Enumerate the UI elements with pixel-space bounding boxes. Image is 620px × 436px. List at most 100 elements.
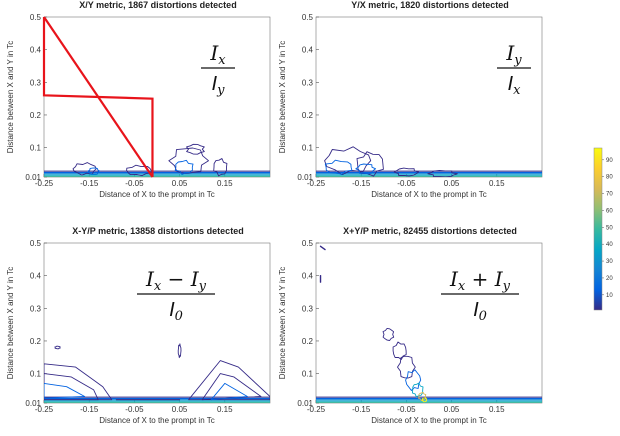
numerator-subscript: x: [218, 53, 226, 68]
x-tick-label: 0.05: [172, 405, 188, 414]
x-tick-label: -0.05: [125, 405, 144, 414]
y-tick-label: 0.01: [297, 173, 313, 182]
y-tick-label: 0.2: [30, 337, 42, 346]
contour-line: [382, 327, 395, 341]
formula-denominator: I0: [473, 299, 487, 324]
x-tick-label: -0.05: [397, 179, 416, 188]
numerator-base-2: I: [494, 267, 504, 291]
x-tick-label: -0.15: [352, 179, 371, 188]
denominator-subscript: x: [513, 83, 521, 98]
formula-denominator: I0: [169, 299, 183, 324]
x-tick-label: -0.25: [35, 179, 54, 188]
colorbar-tick-label: 10: [606, 293, 613, 299]
contour-line: [411, 382, 424, 398]
contour-line: [397, 355, 416, 379]
y-tick-label: 0.3: [302, 304, 314, 313]
colorbar: 90 80 70 60 50 40 30 20 10: [593, 147, 613, 311]
denominator-base: I: [508, 73, 514, 95]
x-tick-label: -0.05: [397, 405, 416, 414]
formula-denominator: Ix: [508, 73, 522, 98]
contour-layer: [44, 343, 270, 403]
denominator-subscript: 0: [175, 309, 183, 324]
numerator-base: I: [209, 41, 219, 65]
x-axis-label: Distance of X to the prompt in Tc: [371, 416, 486, 425]
numerator-subscript: x: [458, 279, 466, 294]
numerator-base-2: I: [190, 267, 200, 291]
y-tick-label: 0.5: [30, 13, 42, 22]
y-tick-label: 0.5: [30, 239, 42, 248]
contour-line: [54, 345, 61, 350]
y-tick-label: 0.01: [25, 399, 41, 408]
contour-line: [87, 167, 101, 175]
contour-line: [44, 363, 113, 401]
formula-denominator: Iy: [212, 73, 226, 98]
plot-area: [315, 16, 543, 178]
colorbar-tick-label: 90: [606, 158, 613, 164]
x-tick-label: -0.15: [352, 405, 371, 414]
colorbar-tick-label: 30: [606, 259, 613, 265]
numerator-subscript: x: [154, 279, 162, 294]
numerator-subscript-2: y: [502, 279, 511, 294]
y-tick-label: 0.1: [302, 144, 314, 153]
contour-line: [44, 382, 86, 399]
numerator-operator: +: [465, 267, 494, 291]
denominator-base: I: [473, 299, 479, 321]
contour-line: [201, 373, 262, 401]
contour-line: [421, 397, 428, 403]
contour-line: [177, 343, 182, 359]
contour-line: [174, 159, 194, 175]
x-tick-label: -0.25: [35, 405, 54, 414]
x-axis-label: Distance of X to the prompt in Tc: [371, 190, 486, 199]
y-tick-label: 0.01: [25, 173, 41, 182]
formula-numerator: Ix: [209, 41, 226, 68]
colorbar-tick-label: 70: [606, 192, 613, 198]
y-tick-label: 0.1: [30, 144, 42, 153]
numerator-base: I: [145, 267, 155, 291]
x-tick-label: 0.05: [444, 179, 460, 188]
x-axis-label: Distance of X to the prompt in Tc: [99, 416, 214, 425]
denominator-base: I: [169, 299, 175, 321]
y-tick-label: 0.5: [302, 239, 314, 248]
y-tick-label: 0.2: [302, 111, 314, 120]
contour-line: [44, 373, 99, 401]
y-tick-label: 0.4: [30, 46, 42, 55]
contour-line: [168, 147, 209, 174]
contour-line: [418, 391, 427, 402]
numerator-base: I: [449, 267, 459, 291]
red-region-diagonal: [43, 16, 154, 178]
y-tick-label: 0.2: [30, 111, 42, 120]
contour-layer: [316, 146, 542, 177]
x-axis-label: Distance of X to the prompt in Tc: [99, 190, 214, 199]
x-tick-label: 0.05: [172, 179, 188, 188]
denominator-subscript: 0: [479, 309, 487, 324]
y-tick-label: 0.2: [302, 337, 314, 346]
panel-title: X-Y/P metric, 13858 distortions detected: [72, 226, 243, 236]
numerator-operator: −: [161, 267, 190, 291]
numerator-base: I: [505, 41, 515, 65]
y-tick-label: 0.1: [302, 370, 314, 379]
x-tick-label: -0.05: [125, 179, 144, 188]
formula: Ix Iy: [201, 41, 235, 98]
panel-2: Y/X metric, 1820 distortions detected -0.…: [278, 0, 543, 199]
formula-numerator: Ix + Iy: [449, 267, 511, 294]
formula-numerator: Iy: [505, 41, 522, 68]
y-axis-label: Distance between X and Y in Tc: [278, 41, 287, 154]
y-tick-label: 0.4: [302, 272, 314, 281]
x-tick-label: -0.15: [80, 405, 99, 414]
y-tick-label: 0.5: [302, 13, 314, 22]
panel-title: Y/X metric, 1820 distortions detected: [351, 0, 509, 10]
panel-1: X/Y metric, 1867 distortions detected -0.…: [6, 0, 271, 199]
y-tick-label: 0.3: [30, 78, 42, 87]
x-tick-label: 0.15: [217, 405, 233, 414]
colorbar-tick-label: 60: [606, 208, 613, 214]
denominator-base: I: [212, 73, 218, 95]
contour-line: [188, 360, 270, 401]
y-tick-label: 0.4: [30, 272, 42, 281]
y-tick-label: 0.3: [30, 304, 42, 313]
x-tick-label: 0.15: [489, 405, 505, 414]
contour-line: [405, 369, 422, 391]
colorbar-gradient: [593, 147, 603, 311]
contour-line: [324, 159, 353, 175]
